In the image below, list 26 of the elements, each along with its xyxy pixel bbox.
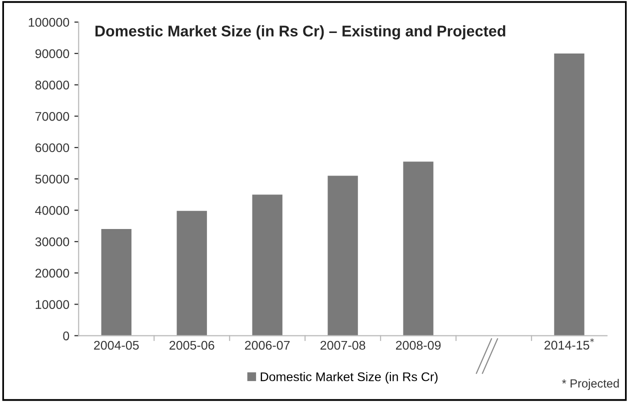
x-tick-label: 2004-05 <box>94 340 139 350</box>
x-tick-label: 2008-09 <box>396 340 441 350</box>
bar <box>252 194 282 336</box>
y-tick-label: 70000 <box>35 112 70 121</box>
y-tick-label: 50000 <box>35 174 70 184</box>
bar <box>328 176 358 336</box>
x-tick-label: 2007-08 <box>320 340 366 350</box>
bar <box>554 53 584 336</box>
x-tick-label: 2006-07 <box>245 340 290 350</box>
bar <box>101 229 132 336</box>
y-tick-label: 100000 <box>28 18 70 27</box>
y-tick-label: 90000 <box>35 49 70 58</box>
chart-title: Domestic Market Size (in Rs Cr) – Existing and Projected <box>95 25 506 40</box>
bar <box>176 210 207 336</box>
x-tick-label: 2014-15$^{*}$ <box>544 338 594 350</box>
y-tick-label: 10000 <box>36 300 70 309</box>
y-tick-label: 30000 <box>35 237 70 246</box>
y-tick-label: 20000 <box>35 268 70 278</box>
y-tick-label: 60000 <box>35 143 70 152</box>
x-tick-label: 2005-06 <box>170 340 214 350</box>
text: * Projected <box>562 378 619 390</box>
legend-label: Domestic Market Size (in Rs Cr) <box>260 372 438 384</box>
bar <box>403 162 434 336</box>
y-tick-label: 0 <box>63 331 70 340</box>
y-tick-label: 80000 <box>35 80 70 90</box>
y-tick-label: 40000 <box>35 206 70 215</box>
